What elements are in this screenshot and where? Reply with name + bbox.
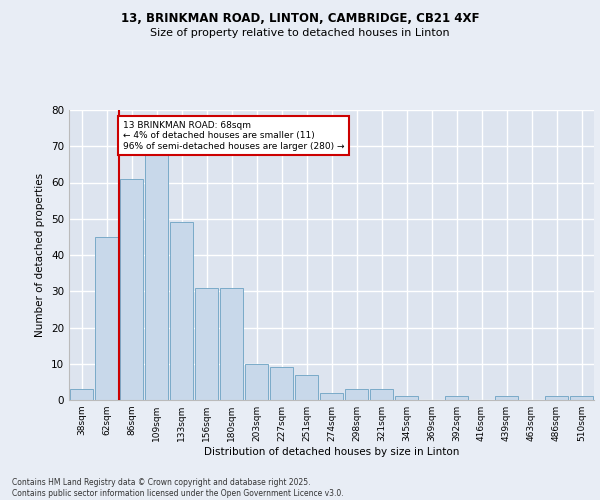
Bar	[345, 389, 368, 400]
Bar	[370, 389, 393, 400]
Bar	[170, 222, 193, 400]
Bar	[295, 374, 318, 400]
Bar	[195, 288, 218, 400]
Bar	[245, 364, 268, 400]
Bar	[395, 396, 418, 400]
Text: Contains HM Land Registry data © Crown copyright and database right 2025.
Contai: Contains HM Land Registry data © Crown c…	[12, 478, 344, 498]
Bar	[570, 396, 593, 400]
Text: 13, BRINKMAN ROAD, LINTON, CAMBRIDGE, CB21 4XF: 13, BRINKMAN ROAD, LINTON, CAMBRIDGE, CB…	[121, 12, 479, 26]
Bar	[495, 396, 518, 400]
Bar	[320, 393, 343, 400]
Bar	[545, 396, 568, 400]
Bar	[445, 396, 468, 400]
Bar	[120, 179, 143, 400]
Text: Size of property relative to detached houses in Linton: Size of property relative to detached ho…	[150, 28, 450, 38]
Text: 13 BRINKMAN ROAD: 68sqm
← 4% of detached houses are smaller (11)
96% of semi-det: 13 BRINKMAN ROAD: 68sqm ← 4% of detached…	[123, 121, 344, 150]
Y-axis label: Number of detached properties: Number of detached properties	[35, 173, 46, 337]
Bar	[95, 237, 118, 400]
Bar	[70, 389, 93, 400]
Bar	[270, 368, 293, 400]
Bar	[220, 288, 243, 400]
Bar	[145, 154, 168, 400]
X-axis label: Distribution of detached houses by size in Linton: Distribution of detached houses by size …	[204, 447, 459, 457]
